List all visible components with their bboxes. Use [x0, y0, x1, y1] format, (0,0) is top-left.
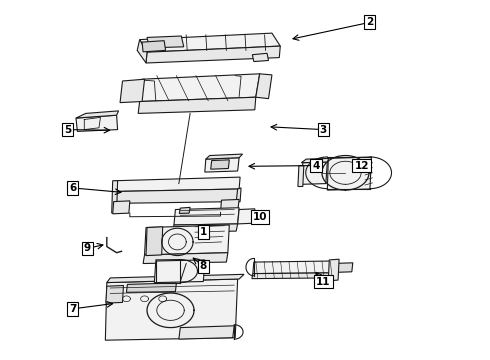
Text: 12: 12 — [354, 161, 369, 171]
Polygon shape — [252, 273, 332, 279]
Polygon shape — [137, 40, 147, 63]
Polygon shape — [211, 160, 229, 169]
Text: 9: 9 — [84, 243, 91, 253]
Text: 8: 8 — [200, 261, 207, 271]
Text: 5: 5 — [64, 125, 71, 135]
Polygon shape — [113, 189, 239, 203]
Polygon shape — [179, 207, 190, 213]
Polygon shape — [154, 260, 205, 283]
Text: 3: 3 — [320, 125, 327, 135]
Polygon shape — [206, 154, 243, 159]
Polygon shape — [143, 253, 228, 264]
Text: 2: 2 — [367, 17, 373, 27]
Polygon shape — [113, 201, 130, 214]
Polygon shape — [126, 283, 176, 292]
Polygon shape — [298, 166, 304, 186]
Polygon shape — [328, 259, 339, 281]
Polygon shape — [105, 279, 238, 340]
Text: 1: 1 — [200, 227, 207, 237]
Polygon shape — [120, 79, 145, 103]
Polygon shape — [253, 261, 333, 274]
Polygon shape — [331, 263, 353, 273]
Polygon shape — [301, 162, 327, 184]
Polygon shape — [327, 157, 371, 190]
Polygon shape — [147, 36, 184, 48]
Polygon shape — [114, 177, 240, 192]
Polygon shape — [140, 74, 260, 102]
Polygon shape — [107, 274, 244, 283]
Polygon shape — [174, 208, 239, 225]
Polygon shape — [238, 209, 255, 224]
Text: 11: 11 — [316, 276, 331, 287]
Polygon shape — [179, 326, 234, 339]
Polygon shape — [236, 188, 241, 202]
Polygon shape — [140, 33, 280, 52]
Polygon shape — [301, 158, 329, 163]
Text: 6: 6 — [69, 183, 76, 193]
Polygon shape — [142, 41, 166, 52]
Polygon shape — [145, 225, 229, 255]
Polygon shape — [106, 285, 123, 303]
Polygon shape — [252, 53, 269, 62]
Text: 4: 4 — [312, 161, 320, 171]
Polygon shape — [76, 115, 118, 131]
Polygon shape — [138, 97, 256, 113]
Polygon shape — [146, 46, 280, 63]
Polygon shape — [205, 158, 239, 172]
Text: 7: 7 — [69, 304, 76, 314]
Polygon shape — [172, 224, 238, 232]
Polygon shape — [112, 181, 118, 213]
Polygon shape — [256, 74, 272, 99]
Polygon shape — [146, 227, 163, 256]
Polygon shape — [220, 199, 239, 212]
Text: 10: 10 — [252, 212, 267, 222]
Polygon shape — [76, 111, 119, 118]
